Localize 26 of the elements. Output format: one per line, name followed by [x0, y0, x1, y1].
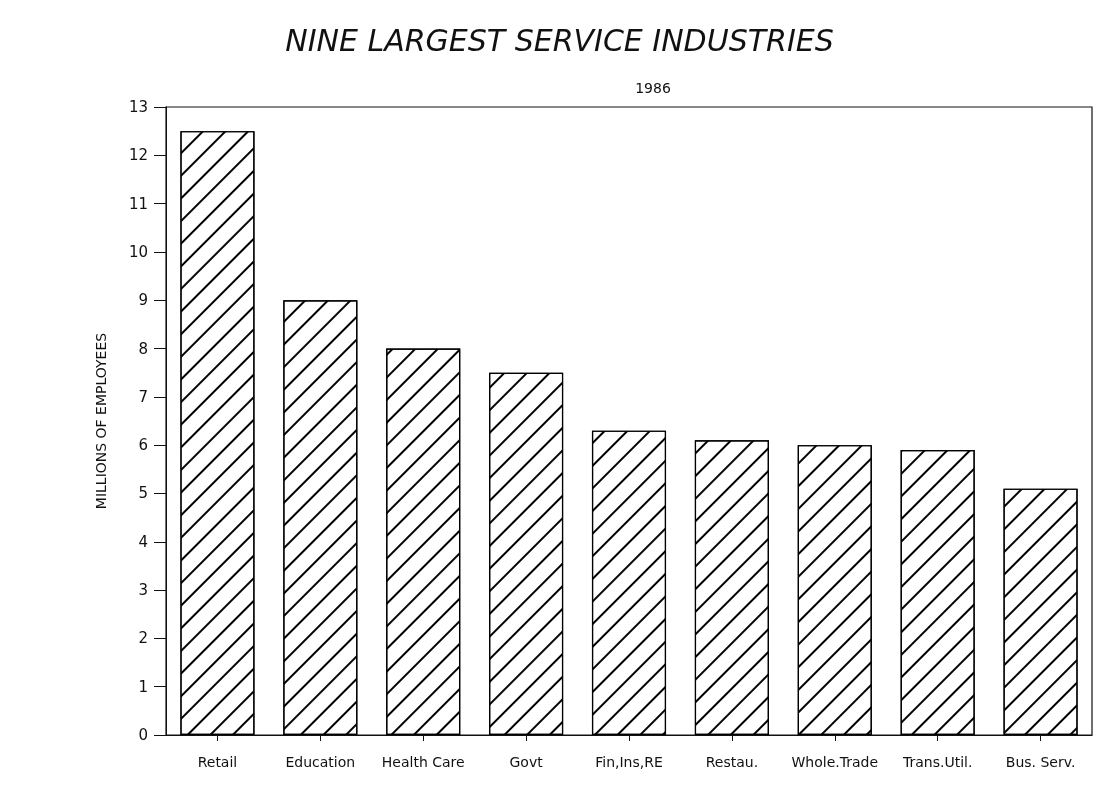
y-tick-label: 6	[138, 436, 148, 455]
x-tick-label: Govt	[509, 754, 544, 770]
x-tick-label: Health Care	[381, 754, 465, 770]
x-tick-label: Trans.Util.	[901, 754, 973, 770]
y-tick-label: 1	[138, 677, 148, 696]
y-tick-label: 13	[128, 98, 148, 116]
x-tick-label: Whole.Trade	[791, 754, 879, 770]
y-tick-label: 12	[128, 146, 148, 165]
x-tick-label: Restau.	[705, 754, 759, 770]
y-axis-title: MILLIONS OF EMPLOYEES	[93, 332, 109, 510]
y-tick-label: 3	[138, 581, 148, 600]
y-tick-label: 9	[138, 291, 148, 310]
x-tick-label: Fin,Ins,RE	[595, 754, 663, 770]
y-tick-label: 10	[128, 242, 148, 261]
y-tick-label: 2	[138, 629, 148, 648]
chart-subtitle: 1986	[635, 80, 671, 96]
y-tick-label: 4	[138, 532, 148, 551]
y-tick-label: 7	[138, 387, 148, 406]
y-tick-label: 8	[138, 339, 148, 358]
y-tick-label: 11	[128, 194, 148, 213]
x-tick-label: Education	[285, 754, 356, 770]
y-tick-label: 0	[138, 726, 148, 744]
x-tick-label: Bus. Serv.	[1005, 754, 1076, 770]
x-tick-label: Retail	[197, 754, 238, 770]
y-tick-label: 5	[138, 484, 148, 503]
chart-title: NINE LARGEST SERVICE INDUSTRIES	[285, 22, 834, 58]
